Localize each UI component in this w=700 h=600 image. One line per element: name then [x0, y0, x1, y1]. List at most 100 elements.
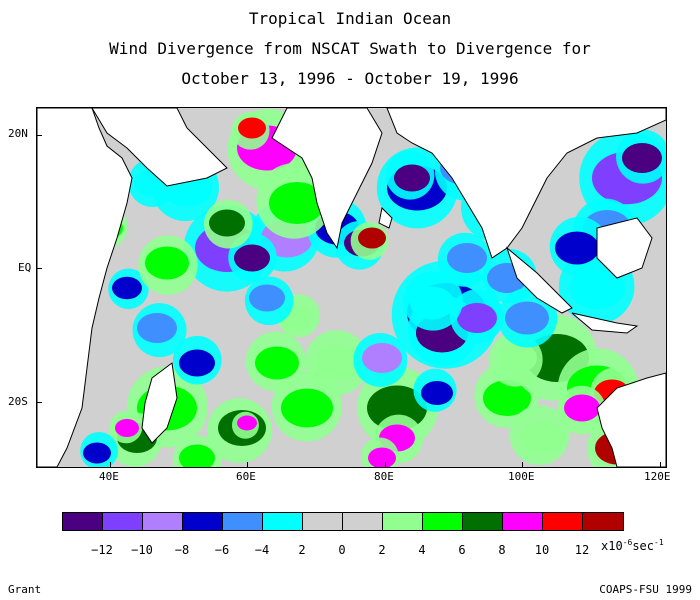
divergence-core: [269, 182, 325, 224]
lat-tick-20s: [37, 402, 42, 403]
lat-tick-eq: [37, 268, 42, 269]
colorbar-tick-label: −12: [91, 543, 113, 557]
divergence-core: [281, 388, 333, 428]
footer-author: Grant: [8, 583, 42, 596]
landmass: [571, 312, 639, 334]
colorbar-swatch: [423, 513, 463, 530]
lon-label-60e: 60E: [236, 470, 256, 483]
divergence-core: [362, 343, 402, 373]
divergence-core: [497, 343, 537, 373]
landmass: [386, 108, 666, 259]
landmass: [271, 108, 383, 250]
landmass: [505, 246, 573, 314]
divergence-core: [249, 284, 285, 312]
divergence-core: [83, 442, 111, 464]
colorbar-swatch: [103, 513, 143, 530]
lat-label-20s: 20S: [8, 395, 28, 408]
divergence-core: [145, 246, 189, 280]
colorbar-swatch: [143, 513, 183, 530]
divergence-core: [179, 444, 215, 467]
colorbar-tick-label: 2: [378, 543, 386, 557]
colorbar-swatch: [503, 513, 543, 530]
lon-tick-40e: [110, 462, 111, 467]
divergence-core: [410, 286, 454, 320]
divergence-core: [179, 349, 215, 377]
divergence-core: [237, 415, 257, 431]
colorbar-tick-label: −8: [174, 543, 190, 557]
lat-label-20n: 20N: [8, 127, 28, 140]
divergence-map: [36, 107, 667, 468]
divergence-core: [112, 276, 142, 300]
landmass: [596, 217, 653, 279]
divergence-core: [209, 209, 245, 237]
colorbar-swatch: [463, 513, 503, 530]
divergence-core: [564, 394, 600, 422]
lat-label-eq: EQ: [18, 261, 32, 274]
divergence-core: [505, 301, 549, 335]
divergence-core: [483, 380, 531, 416]
divergence-core: [234, 244, 270, 272]
colorbar-swatch: [183, 513, 223, 530]
colorbar-tick-label: 0: [338, 543, 346, 557]
colorbar: [62, 512, 624, 531]
colorbar-swatch: [543, 513, 583, 530]
landmass: [91, 108, 228, 187]
divergence-core: [622, 143, 662, 173]
lon-tick-100e: [522, 462, 523, 467]
divergence-core: [569, 267, 625, 309]
lon-tick-60e: [247, 462, 248, 467]
lon-label-40e: 40E: [99, 470, 119, 483]
divergence-core: [115, 419, 139, 437]
divergence-core: [137, 313, 177, 343]
colorbar-swatch: [263, 513, 303, 530]
unit-suffix: sec: [632, 539, 655, 553]
footer-credit: COAPS-FSU 1999: [599, 583, 692, 596]
colorbar-swatch: [343, 513, 383, 530]
colorbar-swatch: [223, 513, 263, 530]
divergence-core: [255, 346, 299, 380]
colorbar-tick-label: −10: [131, 543, 153, 557]
lon-tick-80e: [385, 462, 386, 467]
colorbar-tick-label: 12: [574, 543, 590, 557]
lat-tick-20n: [37, 135, 42, 136]
title-line-3: October 13, 1996 - October 19, 1996: [181, 69, 519, 88]
landmass: [596, 372, 666, 467]
unit-exponent: -6: [622, 538, 633, 547]
divergence-core: [313, 345, 361, 381]
divergence-patches: [80, 108, 666, 467]
map-canvas: [37, 108, 666, 467]
divergence-core: [238, 117, 266, 139]
colorbar-tick-label: 2: [298, 543, 306, 557]
title-line-1: Tropical Indian Ocean: [248, 9, 452, 28]
colorbar-tick-label: 10: [534, 543, 550, 557]
colorbar-tick-label: 4: [418, 543, 426, 557]
divergence-core: [447, 243, 487, 273]
lon-label-120e: 120E: [644, 470, 671, 483]
colorbar-unit: x10-6sec-1: [601, 538, 664, 553]
lon-tick-120e: [660, 462, 661, 467]
land-masses: [37, 108, 666, 467]
colorbar-swatch: [383, 513, 423, 530]
landmass: [37, 108, 133, 467]
divergence-core: [520, 421, 564, 455]
landmass: [378, 206, 393, 229]
divergence-core: [421, 381, 453, 405]
unit-prefix: x10: [601, 539, 623, 553]
divergence-core: [394, 164, 430, 192]
divergence-core: [457, 303, 497, 333]
lon-label-80e: 80E: [374, 470, 394, 483]
colorbar-tick-label: −6: [214, 543, 230, 557]
divergence-core: [555, 231, 599, 265]
divergence-core: [358, 227, 386, 249]
landmass: [141, 362, 178, 444]
colorbar-tick-label: 6: [458, 543, 466, 557]
unit-suffix-exponent: -1: [654, 538, 664, 547]
divergence-core: [368, 447, 396, 467]
colorbar-swatch: [303, 513, 343, 530]
colorbar-tick-label: 8: [498, 543, 506, 557]
colorbar-swatch: [63, 513, 103, 530]
lon-label-100e: 100E: [508, 470, 535, 483]
title-line-2: Wind Divergence from NSCAT Swath to Dive…: [109, 39, 591, 58]
colorbar-swatch: [583, 513, 623, 530]
colorbar-tick-label: −4: [254, 543, 270, 557]
